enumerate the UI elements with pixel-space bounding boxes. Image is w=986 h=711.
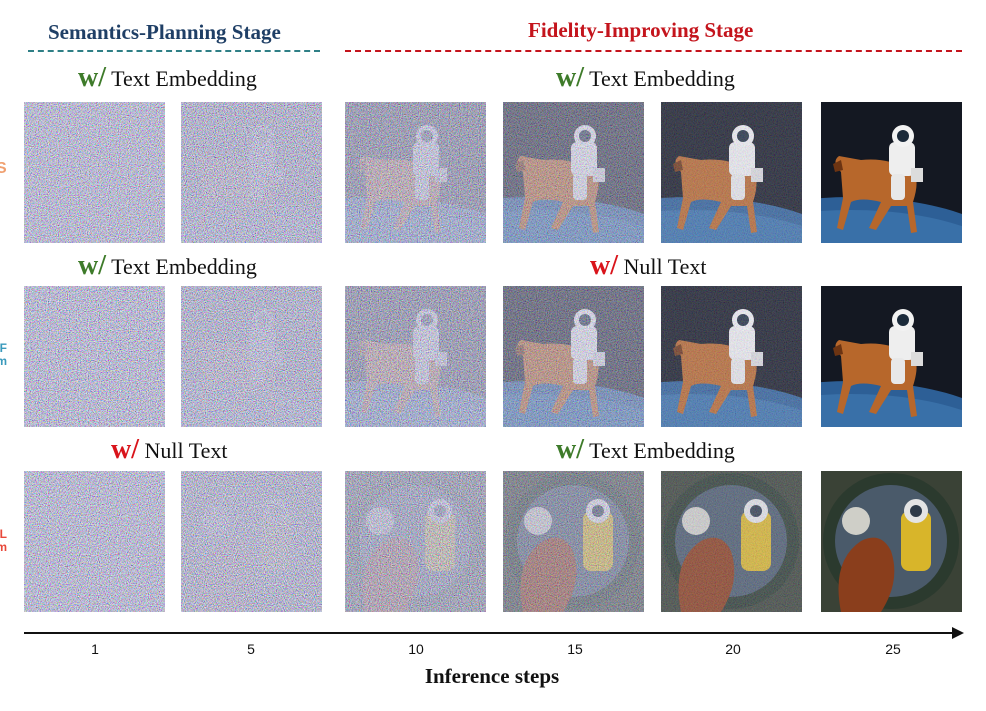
row1-step5-image (181, 102, 322, 243)
row1-step10-image (345, 102, 486, 243)
row3-step20-image (661, 471, 802, 612)
row1-step20-image (661, 102, 802, 243)
row3-step5-image (181, 471, 322, 612)
row3-step15-image (503, 471, 644, 612)
row1-step25-image (821, 102, 962, 243)
row2-step10-image (345, 286, 486, 427)
row1-step15-image (503, 102, 644, 243)
row1-step1-image (24, 102, 165, 243)
row2-step1-image (24, 286, 165, 427)
axis-arrowhead (952, 627, 964, 639)
row1-semantics-text: Text Embedding (111, 66, 257, 91)
tick-label: 25 (885, 641, 901, 657)
row2-fidelity-text: Null Text (623, 254, 707, 279)
row3-semantics-condition: w/ Null Text (111, 434, 228, 466)
row3-fidelity-condition: w/ Text Embedding (556, 434, 735, 466)
tick-label: 1 (91, 641, 99, 657)
row2-step25-image (821, 286, 962, 427)
row1-semantics-condition: w/ Text Embedding (78, 62, 257, 94)
row3-semantics-text: Null Text (144, 438, 228, 463)
semantics-stage-divider (28, 50, 320, 52)
row1-fidelity-text: Text Embedding (589, 66, 735, 91)
row1-fidelity-condition: w/ Text Embedding (556, 62, 735, 94)
row3-step1-image (24, 471, 165, 612)
row3-step10-image (345, 471, 486, 612)
axis-title: Inference steps (424, 664, 560, 688)
row3-fidelity-text: Text Embedding (589, 438, 735, 463)
row2-step15-image (503, 286, 644, 427)
tick-label: 10 (408, 641, 424, 657)
row2-semantics-text: Text Embedding (111, 254, 257, 279)
row3-semantics-w: w/ (111, 434, 139, 465)
tick-label: 20 (725, 641, 741, 657)
row1-semantics-w: w/ (78, 62, 106, 93)
tick-label: 5 (247, 641, 255, 657)
row2-step5-image (181, 286, 322, 427)
fidelity-stage-title: Fidelity-Improving Stage (528, 18, 754, 42)
semantics-stage-title: Semantics-Planning Stage (48, 20, 281, 44)
row2-semantics-condition: w/ Text Embedding (78, 250, 257, 282)
fidelity-stage-divider (345, 50, 962, 52)
row1-fidelity-w: w/ (556, 62, 584, 93)
row3-fidelity-w: w/ (556, 434, 584, 465)
row2-step20-image (661, 286, 802, 427)
row2-fidelity-w: w/ (590, 250, 618, 281)
row1-label: S (0, 160, 7, 177)
tick-label: 15 (567, 641, 583, 657)
row3-step25-image (821, 471, 962, 612)
row2-semantics-w: w/ (78, 250, 106, 281)
row2-fidelity-condition: w/ Null Text (590, 250, 707, 282)
inference-axis (24, 627, 964, 639)
